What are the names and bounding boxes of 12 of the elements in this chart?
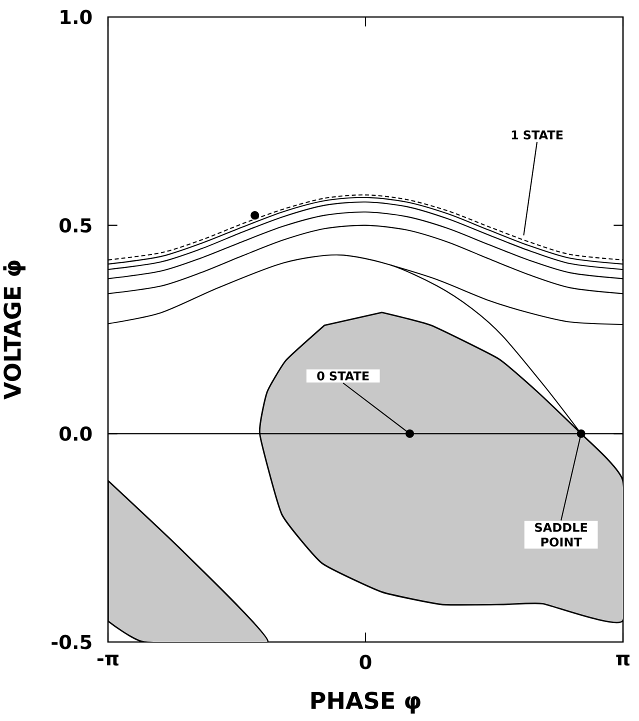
x-axis-title: PHASE φ	[311, 692, 420, 714]
y-tick-label: 0.0	[60, 426, 92, 441]
y-tick-label: 1.0	[60, 10, 92, 24]
y-tick-label: -0.5	[52, 634, 92, 650]
y-axis-title: VOLTAGE φ̇	[3, 260, 26, 400]
y-tick-label: 0.5	[60, 218, 92, 233]
x-tick-label: 0	[360, 654, 372, 670]
annotation: 1 STATE	[512, 130, 563, 140]
annotation: SADDLE POINT	[535, 522, 588, 547]
x-tick-label: π	[616, 654, 630, 666]
annotation: 0 STATE	[317, 371, 369, 380]
x-tick-label: -π	[97, 654, 118, 666]
